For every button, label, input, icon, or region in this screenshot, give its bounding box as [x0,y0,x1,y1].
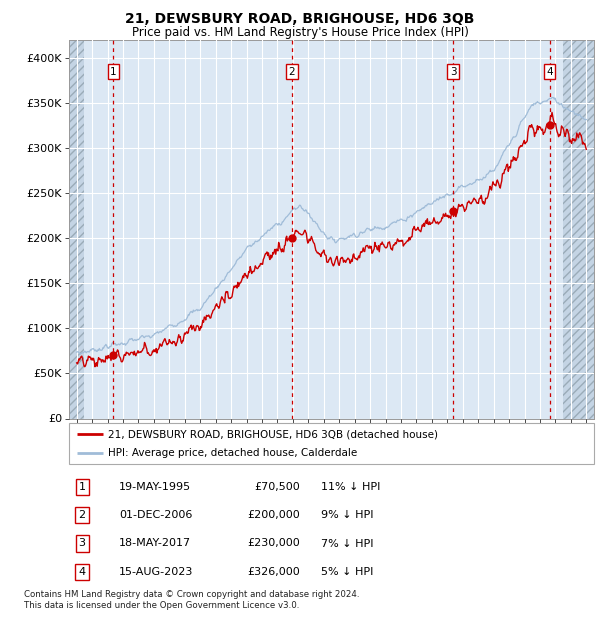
Text: 18-MAY-2017: 18-MAY-2017 [119,539,191,549]
Bar [69,40,85,419]
Text: 2: 2 [289,67,295,77]
Text: 4: 4 [79,567,86,577]
Text: £326,000: £326,000 [247,567,300,577]
Text: £70,500: £70,500 [254,482,300,492]
Bar [563,40,594,419]
Text: 21, DEWSBURY ROAD, BRIGHOUSE, HD6 3QB (detached house): 21, DEWSBURY ROAD, BRIGHOUSE, HD6 3QB (d… [109,429,439,440]
Text: 4: 4 [546,67,553,77]
Text: 5% ↓ HPI: 5% ↓ HPI [321,567,373,577]
Text: 21, DEWSBURY ROAD, BRIGHOUSE, HD6 3QB: 21, DEWSBURY ROAD, BRIGHOUSE, HD6 3QB [125,12,475,27]
Bar [563,40,594,419]
Bar [69,40,85,419]
Text: This data is licensed under the Open Government Licence v3.0.: This data is licensed under the Open Gov… [24,601,299,611]
Text: 1: 1 [110,67,117,77]
Text: Contains HM Land Registry data © Crown copyright and database right 2024.: Contains HM Land Registry data © Crown c… [24,590,359,600]
Text: 2: 2 [79,510,86,520]
Text: 7% ↓ HPI: 7% ↓ HPI [321,539,373,549]
Text: 1: 1 [79,482,86,492]
Text: Price paid vs. HM Land Registry's House Price Index (HPI): Price paid vs. HM Land Registry's House … [131,26,469,39]
Text: £230,000: £230,000 [247,539,300,549]
Text: 9% ↓ HPI: 9% ↓ HPI [321,510,373,520]
Text: 3: 3 [450,67,457,77]
Text: HPI: Average price, detached house, Calderdale: HPI: Average price, detached house, Cald… [109,448,358,458]
Text: £200,000: £200,000 [247,510,300,520]
Text: 3: 3 [79,539,86,549]
Text: 11% ↓ HPI: 11% ↓ HPI [321,482,380,492]
Text: 15-AUG-2023: 15-AUG-2023 [119,567,193,577]
Text: 19-MAY-1995: 19-MAY-1995 [119,482,191,492]
Text: 01-DEC-2006: 01-DEC-2006 [119,510,192,520]
